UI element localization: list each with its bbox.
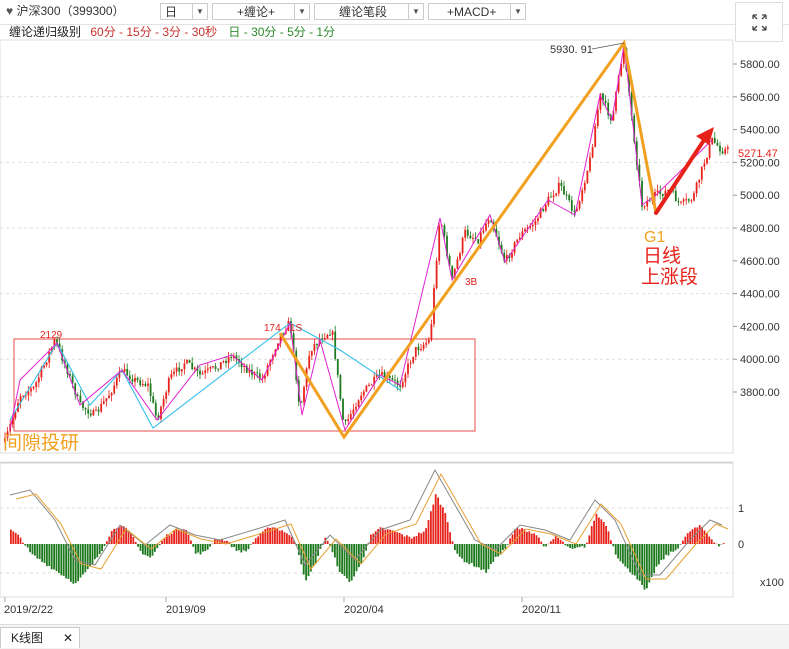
date-tick-2: 2019/09 bbox=[166, 604, 206, 616]
chevron-down-icon: ▼ bbox=[510, 4, 525, 19]
peak-price-label: 5930. 91 bbox=[550, 44, 593, 56]
price-tick: 4400.00 bbox=[740, 289, 780, 301]
stock-label: 沪深300（399300） bbox=[16, 4, 125, 18]
macd-tick-0: 0 bbox=[738, 539, 744, 551]
status-bar: K线图 ✕ bbox=[0, 624, 789, 649]
period-value: 日 bbox=[165, 5, 178, 19]
tab-kline-label: K线图 bbox=[11, 631, 44, 645]
price-tick: 5200.00 bbox=[740, 157, 780, 169]
price-tick: 5600.00 bbox=[740, 92, 780, 104]
label-1748: 174 bbox=[264, 323, 281, 334]
daily-rise-line1: 日线 bbox=[643, 245, 681, 267]
chanlun-menu-dropdown[interactable]: +缠论+ ▼ bbox=[212, 3, 310, 20]
price-tick: 3800.00 bbox=[740, 387, 780, 399]
price-axis: 5800.00 5600.00 5400.00 5200.00 5000.00 4800.… bbox=[733, 59, 780, 399]
label-2129: 2129 bbox=[40, 330, 63, 341]
chanlun-stroke-label: 缠论笔段 bbox=[339, 5, 388, 19]
macd-menu-label: +MACD+ bbox=[447, 5, 497, 19]
grid bbox=[0, 96, 733, 574]
legend-prefix: 缠论递归级别 bbox=[9, 25, 82, 39]
date-tick-3: 2020/04 bbox=[344, 604, 384, 616]
label-3b: 3B bbox=[465, 277, 478, 288]
label-g1: G1 bbox=[644, 229, 665, 246]
gap-note-label: 间隙投研 bbox=[3, 432, 79, 454]
chevron-down-icon: ▼ bbox=[192, 4, 207, 19]
fullscreen-button[interactable] bbox=[735, 2, 783, 42]
chanlun-level-legend: 缠论递归级别 60分 - 15分 - 3分 - 30秒 日 - 30分 - 5分… bbox=[9, 24, 335, 40]
heart-icon[interactable]: ♥ bbox=[6, 4, 14, 18]
date-tick-1: 2019/2/22 bbox=[4, 604, 53, 616]
toolbar: ♥ 沪深300（399300） 日 ▼ +缠论+ ▼ 缠论笔段 ▼ +MACD+… bbox=[0, 0, 789, 25]
chanlun-strokes bbox=[9, 39, 713, 440]
chanlun-stroke-dropdown[interactable]: 缠论笔段 ▼ bbox=[314, 3, 424, 20]
macd-tick-1: 1 bbox=[738, 503, 744, 515]
price-tick: 4800.00 bbox=[740, 223, 780, 235]
date-tick-4: 2020/11 bbox=[522, 604, 561, 616]
period-dropdown[interactable]: 日 ▼ bbox=[160, 3, 208, 20]
tab-kline[interactable]: K线图 ✕ bbox=[0, 627, 80, 648]
legend-days: 日 - 30分 - 5分 - 1分 bbox=[228, 25, 336, 39]
macd-multiplier: x100 bbox=[760, 577, 784, 589]
label-1748b: 1S bbox=[290, 323, 303, 334]
chanlun-menu-label: +缠论+ bbox=[237, 5, 276, 19]
price-tick: 4200.00 bbox=[740, 321, 780, 333]
macd-menu-dropdown[interactable]: +MACD+ ▼ bbox=[428, 3, 526, 20]
expand-icon bbox=[752, 14, 767, 31]
red-arrow bbox=[654, 127, 714, 215]
date-tick-marks bbox=[4, 597, 523, 602]
chevron-down-icon: ▼ bbox=[294, 4, 309, 19]
price-tick: 5000.00 bbox=[740, 190, 780, 202]
price-panel bbox=[0, 39, 734, 454]
kline-chart[interactable]: 5800.00 5600.00 5400.00 5200.00 5000.00 4800.… bbox=[0, 0, 789, 624]
price-tick: 5800.00 bbox=[740, 59, 780, 71]
stock-selector[interactable]: ♥ 沪深300（399300） bbox=[6, 3, 156, 20]
daily-rise-line2: 上涨段 bbox=[641, 266, 698, 288]
close-icon[interactable]: ✕ bbox=[62, 631, 73, 645]
chevron-down-icon: ▼ bbox=[408, 4, 423, 19]
peak-leader-line bbox=[591, 42, 625, 50]
current-price-label: 5271.47 bbox=[738, 148, 778, 160]
price-tick: 5400.00 bbox=[740, 125, 780, 137]
legend-minutes: 60分 - 15分 - 3分 - 30秒 bbox=[90, 25, 218, 39]
pivot-zone-box bbox=[13, 338, 476, 432]
price-tick: 4000.00 bbox=[740, 354, 780, 366]
macd-lines bbox=[9, 468, 729, 580]
price-tick: 4600.00 bbox=[740, 256, 780, 268]
